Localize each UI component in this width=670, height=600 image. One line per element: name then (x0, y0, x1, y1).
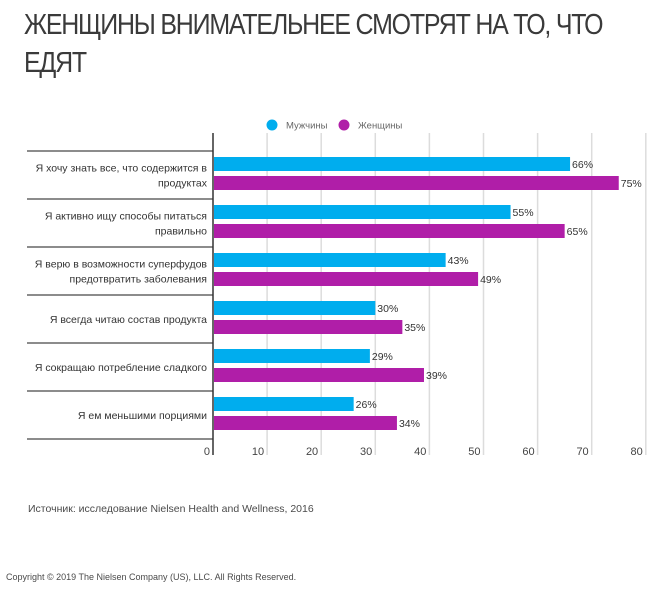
data-label: 66% (572, 159, 593, 171)
legend-label: Мужчины (286, 121, 328, 132)
x-tick-label: 50 (468, 446, 480, 458)
bar-women (214, 176, 619, 190)
bar-women (214, 272, 479, 286)
x-tick-label: 30 (360, 446, 372, 458)
data-label: 34% (399, 418, 420, 430)
category-label: Я ем меньшими порциями (78, 410, 207, 422)
data-label: 49% (480, 274, 501, 286)
bar-men (214, 301, 376, 315)
category-label: Я хочу знать все, что содержится в (36, 163, 208, 175)
bar-women (214, 320, 403, 334)
data-label: 39% (426, 370, 447, 382)
x-tick-label: 60 (522, 446, 534, 458)
data-label: 35% (404, 322, 425, 334)
data-label: 26% (356, 399, 377, 411)
data-label: 75% (621, 178, 642, 190)
bar-men (214, 205, 511, 219)
x-tick-label: 10 (252, 446, 264, 458)
category-label: продуктах (158, 178, 208, 190)
bar-women (214, 368, 424, 382)
source-note: Источник: исследование Nielsen Health an… (28, 503, 314, 515)
copyright-note: Copyright © 2019 The Nielsen Company (US… (6, 572, 297, 582)
bar-men (214, 157, 571, 171)
legend-label: Женщины (358, 121, 403, 132)
bar-men (214, 253, 446, 267)
x-tick-label: 0 (204, 446, 210, 458)
category-label: правильно (155, 226, 207, 238)
bar-women (214, 224, 565, 238)
data-label: 30% (377, 303, 398, 315)
bar-men (214, 349, 370, 363)
category-label: Я активно ищу способы питаться (45, 211, 207, 223)
x-tick-label: 70 (576, 446, 588, 458)
x-tick-label: 40 (414, 446, 426, 458)
page-title: ЖЕНЩИНЫ ВНИМАТЕЛЬНЕЕ СМОТРЯТ НА ТО, ЧТО … (24, 9, 604, 79)
bar-women (214, 416, 397, 430)
x-tick-label: 20 (306, 446, 318, 458)
bar-men (214, 397, 354, 411)
data-label: 55% (513, 207, 534, 219)
x-tick-label: 80 (631, 446, 643, 458)
legend-marker-women (338, 119, 350, 131)
category-label: Я сокращаю потребление сладкого (35, 362, 207, 374)
category-label: Я верю в возможности суперфудов (35, 259, 208, 271)
category-label: предотвратить заболевания (70, 274, 207, 286)
legend-marker-men (266, 119, 278, 131)
data-label: 29% (372, 351, 393, 363)
data-label: 65% (567, 226, 588, 238)
data-label: 43% (448, 255, 469, 267)
category-label: Я всегда читаю состав продукта (50, 314, 207, 326)
